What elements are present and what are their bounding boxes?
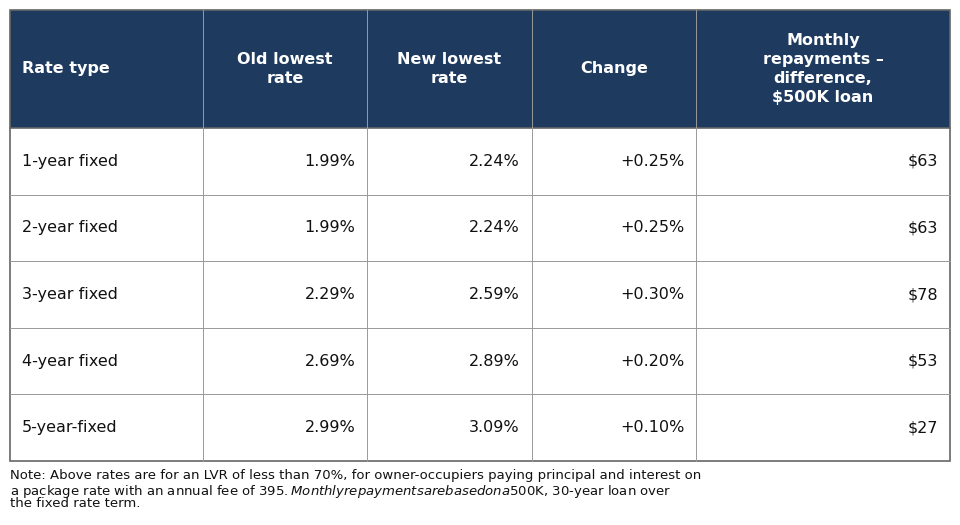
Bar — [10, 394, 203, 461]
Bar — [367, 394, 532, 461]
Bar — [696, 328, 950, 394]
Bar — [203, 10, 368, 128]
Text: $27: $27 — [907, 420, 938, 435]
Text: 3-year fixed: 3-year fixed — [22, 287, 118, 302]
Text: $53: $53 — [907, 354, 938, 369]
Bar — [367, 10, 532, 128]
Text: +0.30%: +0.30% — [620, 287, 684, 302]
Text: Rate type: Rate type — [22, 61, 109, 77]
Bar — [367, 128, 532, 195]
Bar — [696, 10, 950, 128]
Bar — [10, 261, 203, 328]
Bar — [367, 328, 532, 394]
Text: Note: Above rates are for an LVR of less than 70%, for owner-occupiers paying pr: Note: Above rates are for an LVR of less… — [10, 469, 701, 482]
Text: 2-year fixed: 2-year fixed — [22, 220, 118, 235]
Text: the fixed rate term.: the fixed rate term. — [10, 497, 140, 510]
Bar — [696, 394, 950, 461]
Bar — [203, 261, 368, 328]
Text: 1.99%: 1.99% — [304, 220, 355, 235]
Bar — [10, 128, 203, 195]
Bar — [10, 10, 950, 461]
Bar — [203, 195, 368, 261]
Bar — [696, 195, 950, 261]
Text: 1-year fixed: 1-year fixed — [22, 154, 118, 169]
Text: 2.24%: 2.24% — [468, 154, 519, 169]
Bar — [532, 195, 696, 261]
Bar — [532, 328, 696, 394]
Bar — [203, 328, 368, 394]
Text: $78: $78 — [907, 287, 938, 302]
Text: Change: Change — [580, 61, 648, 77]
Bar — [532, 394, 696, 461]
Text: 2.99%: 2.99% — [304, 420, 355, 435]
Bar — [696, 261, 950, 328]
Text: $63: $63 — [907, 154, 938, 169]
Text: +0.20%: +0.20% — [620, 354, 684, 369]
Text: 1.99%: 1.99% — [304, 154, 355, 169]
Text: 5-year-fixed: 5-year-fixed — [22, 420, 118, 435]
Text: Monthly
repayments –
difference,
$500K loan: Monthly repayments – difference, $500K l… — [762, 33, 883, 106]
Text: a package rate with an annual fee of $395. Monthly repayments are based on a $50: a package rate with an annual fee of $39… — [10, 483, 671, 500]
Text: 2.89%: 2.89% — [468, 354, 519, 369]
Text: +0.10%: +0.10% — [620, 420, 684, 435]
Text: 2.69%: 2.69% — [304, 354, 355, 369]
Bar — [203, 394, 368, 461]
Bar — [203, 128, 368, 195]
Text: 3.09%: 3.09% — [469, 420, 519, 435]
Text: 4-year fixed: 4-year fixed — [22, 354, 118, 369]
Bar — [532, 128, 696, 195]
Bar — [367, 195, 532, 261]
Text: New lowest
rate: New lowest rate — [397, 52, 501, 86]
Bar — [10, 195, 203, 261]
Text: Old lowest
rate: Old lowest rate — [237, 52, 333, 86]
Text: 2.29%: 2.29% — [304, 287, 355, 302]
Bar — [532, 10, 696, 128]
Text: 2.24%: 2.24% — [468, 220, 519, 235]
Text: +0.25%: +0.25% — [620, 220, 684, 235]
Text: $63: $63 — [907, 220, 938, 235]
Bar — [367, 261, 532, 328]
Bar — [10, 328, 203, 394]
Bar — [696, 128, 950, 195]
Bar — [532, 261, 696, 328]
Text: +0.25%: +0.25% — [620, 154, 684, 169]
Bar — [10, 10, 203, 128]
Text: 2.59%: 2.59% — [468, 287, 519, 302]
